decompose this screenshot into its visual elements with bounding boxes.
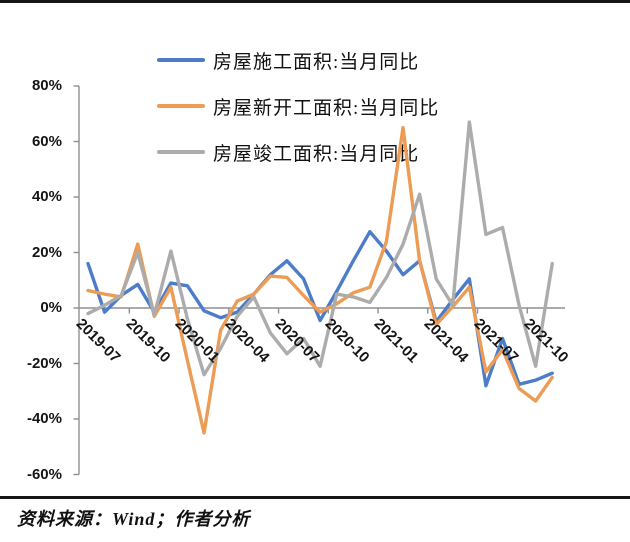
y-axis-tick-label: 0% <box>40 299 62 316</box>
legend-swatch-blue <box>157 58 205 62</box>
bottom-divider <box>0 496 630 499</box>
y-axis-tick-label: -40% <box>26 410 62 427</box>
y-axis-tick-label: -20% <box>26 354 62 372</box>
y-axis-tick-label: 40% <box>31 188 62 205</box>
legend-swatch-gray <box>157 150 205 154</box>
y-axis-tick-label: 60% <box>31 132 62 150</box>
y-axis-tick-label: -60% <box>26 465 62 483</box>
series-line-1 <box>86 125 554 435</box>
source-note: 资料来源：Wind；作者分析 <box>17 509 251 529</box>
top-divider <box>0 0 630 3</box>
legend-item-new-starts-area: 房屋新开工面积:当月同比 <box>157 94 440 119</box>
y-axis-tick-label: 80% <box>31 77 62 94</box>
legend-item-completions-area: 房屋竣工面积:当月同比 <box>157 140 420 165</box>
legend-label-new-starts-area: 房屋新开工面积:当月同比 <box>213 97 440 119</box>
y-axis-tick-label: 20% <box>31 243 62 261</box>
legend-label-construction-area: 房屋施工面积:当月同比 <box>213 51 420 73</box>
legend-swatch-orange <box>157 104 205 108</box>
series-line-2 <box>86 120 554 377</box>
legend-item-construction-area: 房屋施工面积:当月同比 <box>157 48 420 73</box>
legend-label-completions-area: 房屋竣工面积:当月同比 <box>213 143 420 165</box>
